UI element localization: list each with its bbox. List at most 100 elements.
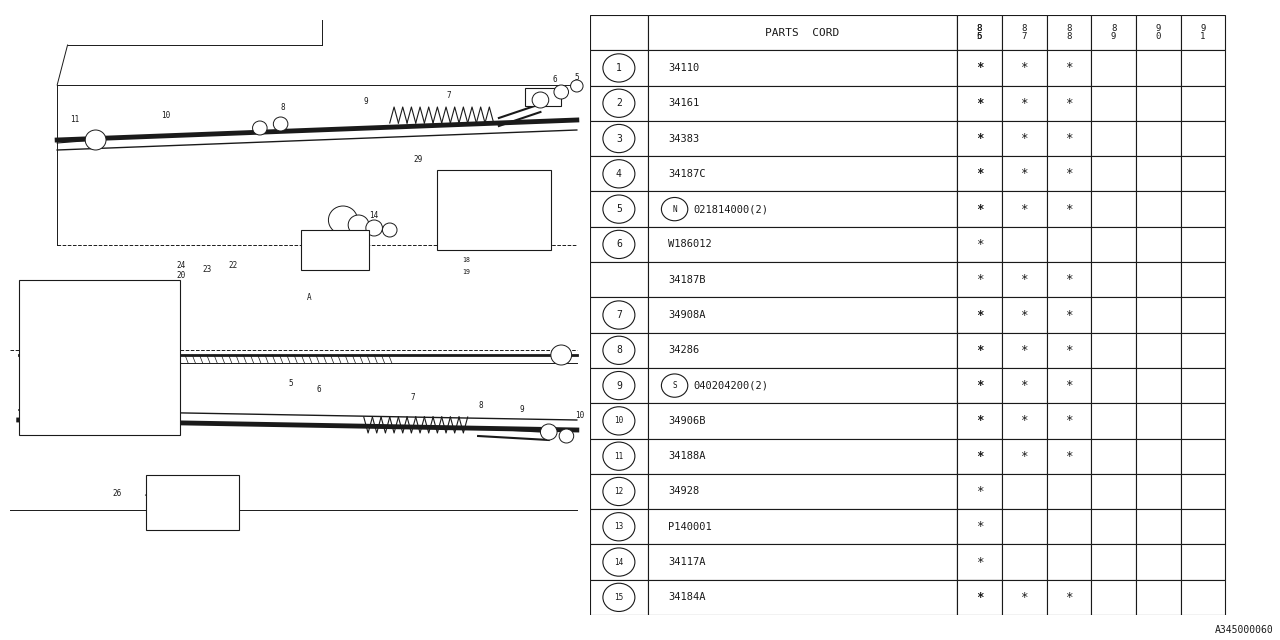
Bar [1002,156,1047,191]
Bar [1047,509,1092,545]
Circle shape [159,503,174,517]
Text: 34383: 34383 [668,134,699,143]
Text: *: * [1065,203,1073,216]
Circle shape [252,121,268,135]
Text: 14: 14 [369,211,378,220]
Text: *: * [975,450,983,463]
Bar [1002,580,1047,615]
Text: *: * [975,132,983,145]
Text: *: * [975,591,983,604]
Bar [1047,403,1092,438]
Bar [1092,15,1135,51]
Bar [648,121,957,156]
Bar [648,227,957,262]
Bar [957,403,1002,438]
Bar [957,86,1002,121]
Bar [1180,403,1225,438]
Circle shape [540,424,557,440]
Text: 27: 27 [462,209,471,215]
Text: 18: 18 [462,257,471,263]
Bar [1135,51,1180,86]
Bar [590,368,648,403]
Bar [957,121,1002,156]
Bar [1047,580,1092,615]
Bar [590,15,648,51]
Bar [957,156,1002,191]
Text: 29: 29 [413,156,422,164]
Text: *: * [975,379,983,392]
Bar [1135,438,1180,474]
Circle shape [38,349,51,361]
Bar [648,333,957,368]
Text: 22: 22 [229,260,238,269]
Text: 16: 16 [462,233,471,239]
Bar [957,51,1002,86]
Bar [957,403,1002,438]
Bar [957,51,1002,86]
Text: 23: 23 [202,266,212,275]
Text: *: * [1065,414,1073,428]
Text: 33: 33 [40,322,47,328]
Bar [590,474,648,509]
Bar [648,438,957,474]
Text: 5: 5 [575,74,580,83]
Text: *: * [1065,61,1073,74]
Bar [957,86,1002,121]
Bar [1180,509,1225,545]
Bar [1092,298,1135,333]
Circle shape [41,329,52,341]
Bar [19,280,179,435]
Circle shape [559,429,573,443]
Bar [648,545,957,580]
Text: *: * [975,414,983,428]
Text: 3: 3 [616,134,622,143]
Text: 8
7: 8 7 [1021,24,1027,42]
Bar [1135,298,1180,333]
Bar [1135,15,1180,51]
Text: 35: 35 [37,342,45,348]
Bar [1180,121,1225,156]
Bar [1047,438,1092,474]
Text: *: * [1020,344,1028,356]
Text: 9: 9 [364,97,369,106]
Text: 34187C: 34187C [668,169,705,179]
Bar [1047,368,1092,403]
Text: 30: 30 [486,170,495,179]
Bar [1047,156,1092,191]
Bar [1180,191,1225,227]
Bar [957,545,1002,580]
Bar [590,580,648,615]
Bar [1047,51,1092,86]
Text: VGR: VGR [63,376,77,385]
Text: *: * [975,344,983,356]
Text: 4: 4 [174,487,179,493]
Bar [957,368,1002,403]
Bar [1092,86,1135,121]
Text: *: * [1065,308,1073,321]
Bar [1180,86,1225,121]
Circle shape [186,501,200,515]
Bar [1047,121,1092,156]
Bar [1047,191,1092,227]
Text: *: * [1065,167,1073,180]
Text: *: * [1020,132,1028,145]
Text: 10: 10 [575,410,584,419]
Bar [1180,15,1225,51]
Text: 1: 1 [616,63,622,73]
Bar [957,298,1002,333]
Bar [1002,298,1047,333]
Text: *: * [1020,97,1028,109]
Text: *: * [1065,273,1073,286]
Circle shape [92,337,105,349]
Bar [1180,156,1225,191]
Text: *: * [1065,450,1073,463]
Text: 8
9: 8 9 [1111,24,1116,42]
Bar [1002,262,1047,298]
Bar [590,545,648,580]
Text: A: A [307,294,311,303]
Text: *: * [975,344,983,356]
Text: 021814000(2): 021814000(2) [694,204,768,214]
Bar [957,474,1002,509]
Bar [648,509,957,545]
Bar [1180,298,1225,333]
